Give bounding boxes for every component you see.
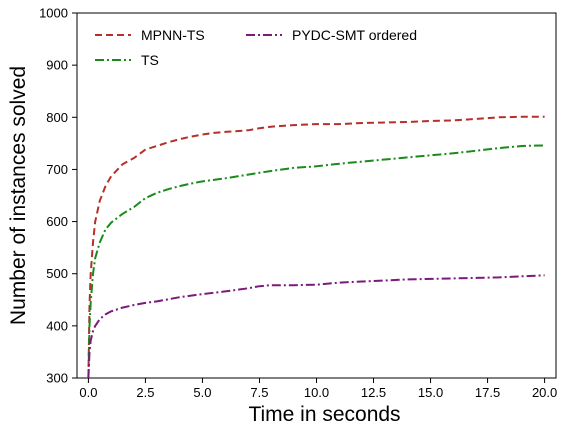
y-tick-label: 1000 — [39, 6, 68, 21]
legend: MPNN-TS TS PYDC-SMT ordered — [95, 27, 417, 68]
x-tick-label: 15.0 — [418, 385, 443, 400]
x-tick-label: 7.5 — [250, 385, 268, 400]
x-axis-title: Time in seconds — [248, 403, 400, 426]
y-tick-label: 800 — [46, 110, 68, 125]
x-tick-label: 12.5 — [361, 385, 386, 400]
ticks-layer: 0.0 2.5 5.0 7.5 10.0 12.5 15.0 17.5 20.0 300 400 50… — [39, 6, 557, 401]
series-layer — [87, 115, 545, 379]
y-tick-label: 400 — [46, 318, 68, 333]
y-tick-label: 500 — [46, 266, 68, 281]
y-tick-label: 300 — [46, 371, 68, 386]
legend-label-2: TS — [141, 52, 159, 68]
x-tick-label: 17.5 — [475, 385, 500, 400]
x-tick-label: 20.0 — [532, 385, 557, 400]
legend-label-1: MPNN-TS — [141, 27, 205, 43]
series-line-2 — [87, 144, 545, 379]
y-axis-title: Number of instances solved — [7, 66, 30, 325]
y-tick-label: 900 — [46, 58, 68, 73]
x-tick-label: 10.0 — [304, 385, 329, 400]
x-tick-label: 0.0 — [79, 385, 97, 400]
y-tick-label: 700 — [46, 162, 68, 177]
x-tick-label: 2.5 — [136, 385, 154, 400]
series-line-1 — [87, 115, 545, 379]
legend-label-3: PYDC-SMT ordered — [292, 27, 417, 43]
series-line-3 — [87, 274, 545, 379]
x-tick-label: 5.0 — [193, 385, 211, 400]
y-tick-label: 600 — [46, 214, 68, 229]
